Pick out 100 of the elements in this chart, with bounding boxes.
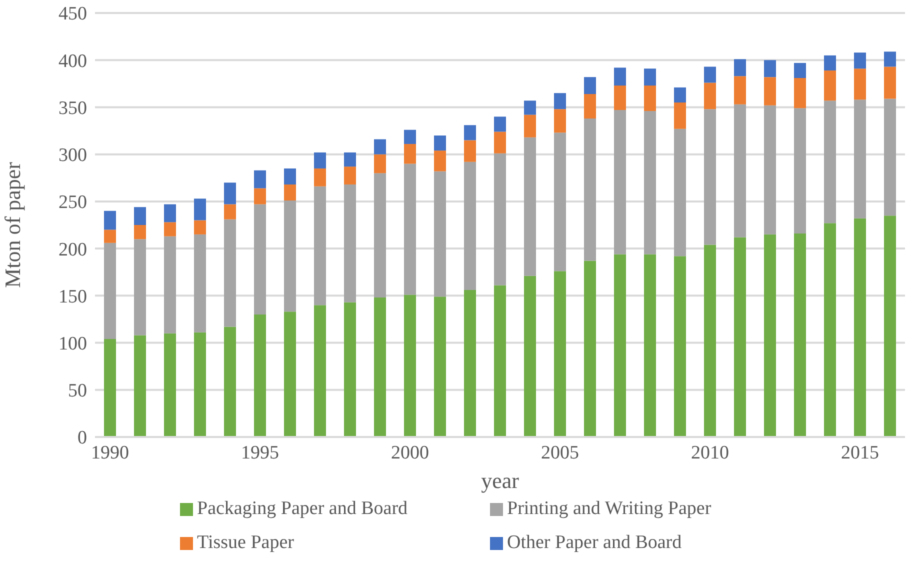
bar (494, 285, 506, 437)
bar (614, 68, 626, 86)
bar (314, 168, 326, 186)
bar (104, 210, 116, 230)
bar (704, 244, 716, 437)
y-tick-label: 400 (58, 50, 87, 72)
bar (134, 239, 146, 336)
bar (494, 116, 506, 132)
bar (134, 225, 146, 240)
bar (194, 220, 206, 234)
bar (494, 132, 506, 154)
bar (404, 294, 416, 437)
bar (134, 207, 146, 225)
bar (254, 188, 266, 204)
bar (524, 100, 536, 115)
y-tick-label: 350 (58, 98, 87, 119)
bar (644, 68, 656, 86)
x-tick-label: 1995 (241, 442, 279, 464)
bar (764, 234, 776, 437)
bar (224, 182, 236, 204)
y-tick-label: 100 (58, 334, 87, 355)
bar (854, 218, 866, 437)
bar (134, 335, 146, 437)
bar (404, 144, 416, 164)
bar (794, 233, 806, 437)
bar (644, 254, 656, 437)
y-tick-label: 200 (58, 239, 87, 260)
bar (614, 86, 626, 110)
bar (554, 271, 566, 437)
bar (314, 152, 326, 168)
bar (434, 135, 446, 151)
y-tick-label: 150 (58, 286, 87, 308)
bar (824, 223, 836, 437)
bar (254, 170, 266, 188)
legend-label: Other Paper and Board (507, 532, 682, 553)
bar (524, 114, 536, 138)
bar (554, 93, 566, 110)
bar (704, 109, 716, 245)
bar (344, 166, 356, 184)
bar (854, 68, 866, 100)
bar (584, 94, 596, 119)
bar (644, 86, 656, 111)
bar (854, 100, 866, 218)
bar (554, 109, 566, 133)
bar (464, 125, 476, 140)
bar (824, 55, 836, 70)
bar (704, 66, 716, 83)
bar (464, 162, 476, 290)
bar (584, 260, 596, 437)
bar (284, 200, 296, 312)
bar (164, 333, 176, 437)
y-axis-title: Mton of paper (0, 161, 25, 288)
bar (194, 332, 206, 437)
bar (674, 256, 686, 437)
bar (314, 186, 326, 306)
bar (404, 130, 416, 144)
bar (254, 204, 266, 315)
x-tick-label: 2010 (691, 442, 729, 464)
x-tick-label: 2005 (541, 442, 579, 464)
x-tick-label: 2015 (841, 442, 879, 464)
bar (464, 140, 476, 162)
bar (674, 128, 686, 256)
bar (164, 236, 176, 334)
bar (314, 305, 326, 437)
bar (674, 87, 686, 103)
bar (764, 77, 776, 106)
bar (434, 171, 446, 297)
y-tick-label: 250 (58, 192, 87, 214)
bar (584, 118, 596, 261)
bar (884, 98, 896, 216)
bar (494, 153, 506, 286)
bar (674, 102, 686, 129)
bar (704, 82, 716, 110)
bar (404, 164, 416, 295)
x-axis-title: year (481, 468, 520, 493)
bar (794, 108, 806, 234)
bar (374, 139, 386, 154)
y-tick-label: 450 (58, 4, 87, 25)
bar (104, 242, 116, 340)
bar (734, 237, 746, 437)
bar (884, 52, 896, 67)
legend-label: Packaging Paper and Board (197, 498, 408, 519)
x-tick-label: 1990 (91, 442, 129, 464)
bar (344, 152, 356, 167)
bar (524, 276, 536, 437)
bar (734, 76, 746, 104)
bar (224, 204, 236, 220)
bar (194, 234, 206, 332)
bar (614, 254, 626, 437)
bar (614, 110, 626, 254)
bar (794, 62, 806, 78)
bar (524, 137, 536, 276)
bar (794, 78, 806, 108)
bar (734, 59, 746, 76)
bar (104, 230, 116, 243)
bar (374, 298, 386, 437)
bar (434, 296, 446, 437)
bar (254, 314, 266, 437)
bar (344, 184, 356, 302)
bar (824, 100, 836, 224)
